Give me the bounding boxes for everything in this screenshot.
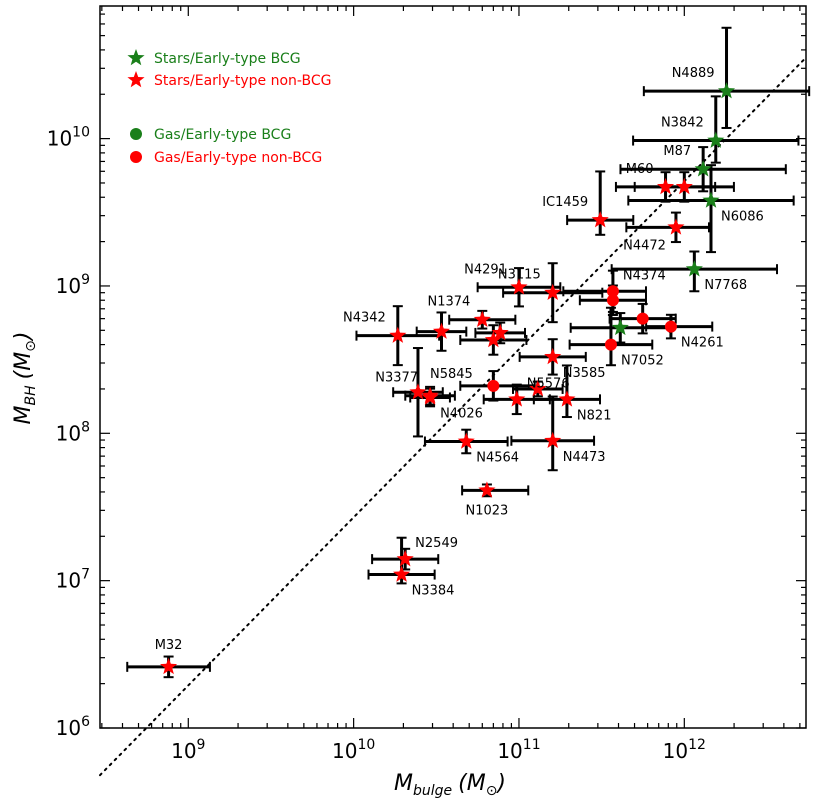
label-n2549: N2549 — [415, 536, 458, 551]
data-point-n5845 — [409, 383, 427, 400]
data-markers — [160, 82, 736, 675]
data-point-n4291 — [510, 278, 528, 295]
relation-line — [99, 56, 807, 777]
data-point-n6086 — [702, 191, 720, 208]
data-point-n4342 — [389, 326, 407, 343]
data-point-ic1459 — [591, 211, 609, 228]
data-point-n3115 — [544, 283, 562, 300]
label-n3384: N3384 — [412, 584, 455, 599]
label-n1374: N1374 — [427, 295, 470, 310]
label-n5576: N5576 — [527, 376, 570, 391]
data-point-n4026 — [421, 388, 439, 405]
label-n7052: N7052 — [621, 354, 664, 369]
legend-circle-marker — [130, 128, 142, 140]
y-axis-label: MBH(M⊙) — [11, 331, 39, 424]
y-tick-label: 1010 — [47, 125, 90, 151]
x-tick-label: 1010 — [332, 737, 375, 763]
y-tick-label: 109 — [56, 272, 90, 298]
data-point — [487, 379, 500, 392]
label-m87: M87 — [663, 144, 691, 159]
data-point — [675, 177, 693, 195]
data-point-n4472 — [667, 218, 685, 235]
data-point-n4564 — [457, 432, 475, 449]
data-point-n3842 — [707, 131, 725, 148]
x-tick-label: 1011 — [497, 737, 540, 763]
data-point-n4889 — [717, 82, 736, 99]
x-axis-label: Mbulge (M⊙) — [394, 771, 506, 799]
x-tick-label: 1012 — [663, 737, 706, 763]
legend-label: Gas/Early-type non-BCG — [154, 150, 322, 166]
label-n4026: N4026 — [440, 406, 483, 421]
label-n4472: N4472 — [623, 238, 666, 253]
data-point-m87 — [694, 160, 712, 177]
label-n3842: N3842 — [661, 116, 704, 131]
data-point-n2549 — [396, 550, 414, 567]
data-point-n4473 — [544, 431, 562, 449]
label-m32: M32 — [155, 638, 183, 653]
data-point-n3384 — [393, 565, 411, 582]
point-labels: N4889 N3842 M87 N6086 N7768 M60 IC1459 N4472 N43… — [155, 66, 764, 653]
legend: Stars/Early-type BCG Stars/Early-type non… — [127, 49, 331, 166]
data-point-n7768 — [685, 260, 703, 277]
data-point — [432, 322, 451, 339]
legend-star-marker — [127, 71, 145, 88]
data-point — [611, 318, 629, 336]
error-bars — [126, 26, 811, 679]
label-n4473: N4473 — [563, 450, 606, 465]
data-point-n4374 — [606, 285, 619, 298]
y-tick-label: 108 — [56, 419, 90, 445]
legend-label: Stars/Early-type BCG — [154, 51, 301, 67]
y-tick-label: 106 — [56, 714, 90, 740]
data-point-n821 — [558, 390, 576, 407]
label-n821: N821 — [577, 408, 612, 423]
x-tick-label: 109 — [171, 737, 205, 763]
data-point-n1374 — [473, 310, 491, 327]
data-point — [606, 294, 619, 307]
legend-star-marker — [127, 49, 145, 66]
label-m60: M60 — [626, 162, 654, 177]
data-point — [529, 379, 547, 397]
label-n3377: N3377 — [375, 371, 418, 386]
data-point-n4261 — [664, 320, 677, 333]
data-point — [636, 312, 649, 325]
legend-label: Gas/Early-type BCG — [154, 127, 291, 143]
data-point-m60 — [656, 177, 675, 195]
label-ic1459: IC1459 — [542, 195, 588, 210]
label-n4291: N4291 — [464, 262, 507, 277]
label-n5845: N5845 — [430, 367, 473, 382]
label-n7768: N7768 — [704, 278, 747, 293]
label-n4889: N4889 — [672, 66, 715, 81]
data-point-n5576 — [508, 390, 526, 407]
label-n4564: N4564 — [476, 450, 519, 465]
label-n3115: N3115 — [498, 268, 541, 283]
label-n4261: N4261 — [681, 336, 724, 351]
data-point-n7052 — [604, 338, 617, 351]
legend-label: Stars/Early-type non-BCG — [154, 73, 331, 89]
data-point — [484, 330, 502, 348]
label-n4374: N4374 — [623, 268, 666, 283]
label-n6086: N6086 — [721, 210, 764, 225]
label-n4342: N4342 — [343, 311, 386, 326]
y-tick-label: 107 — [56, 567, 90, 593]
data-point-m32 — [160, 657, 178, 675]
label-n3585: N3585 — [563, 366, 606, 381]
data-point — [491, 323, 509, 341]
axis-ticks: 109 1010 1011 1012 106 107 108 109 1010 — [47, 6, 806, 763]
legend-circle-marker — [130, 151, 142, 163]
data-point-n3585 — [544, 347, 562, 365]
label-n1023: N1023 — [466, 503, 509, 518]
data-point-n1023 — [478, 481, 496, 498]
